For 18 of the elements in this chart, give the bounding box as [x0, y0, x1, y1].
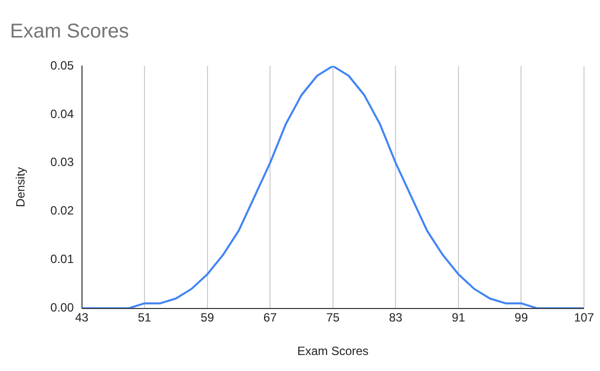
- chart-title: Exam Scores: [10, 20, 129, 43]
- x-tick-label: 59: [200, 310, 214, 325]
- x-tick-label: 67: [263, 310, 278, 325]
- x-tick-label: 51: [138, 310, 152, 325]
- x-tick-label: 107: [574, 310, 594, 325]
- y-tick-label: 0.01: [50, 252, 74, 266]
- x-tick-label: 83: [388, 310, 403, 325]
- y-tick-label: 0.05: [50, 58, 74, 72]
- y-tick-label: 0.03: [50, 155, 74, 170]
- x-tick-label: 91: [452, 310, 466, 325]
- x-tick-label: 99: [514, 310, 528, 325]
- x-axis-title: Exam Scores: [297, 344, 369, 358]
- x-tick-label: 43: [75, 310, 89, 325]
- y-tick-label: 0.02: [50, 204, 74, 218]
- x-tick-label: 75: [326, 310, 340, 325]
- y-axis-title: Density: [14, 167, 28, 208]
- y-tick-label: 0.04: [50, 106, 74, 121]
- y-tick-label: 0.00: [50, 300, 74, 315]
